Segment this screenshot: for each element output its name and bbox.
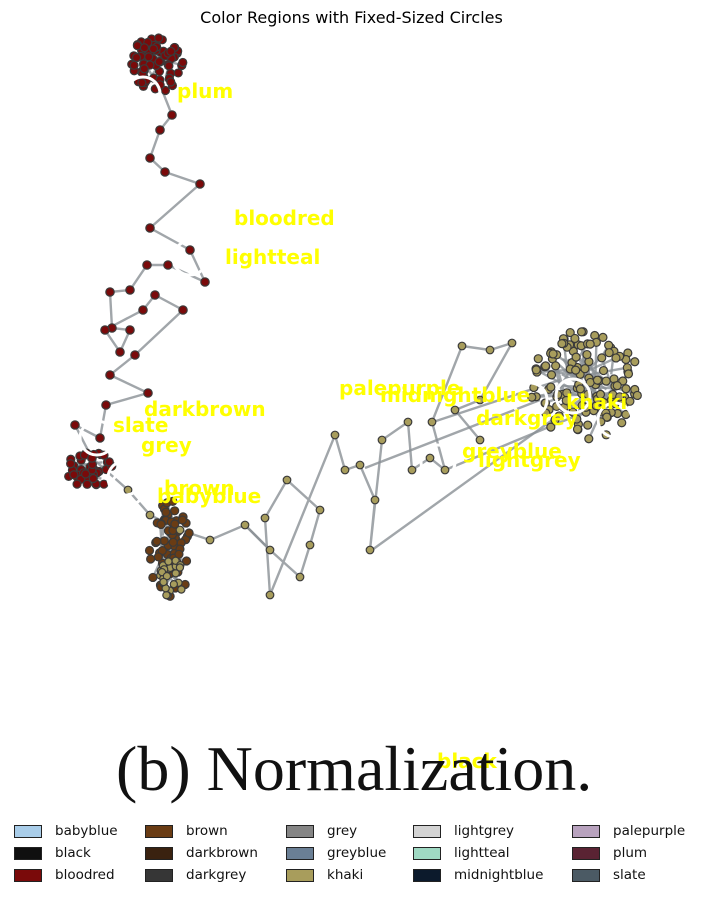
legend-swatch: [413, 846, 441, 860]
legend-label: lightteal: [454, 845, 510, 861]
legend-item-lightteal: lightteal: [413, 844, 572, 862]
legend-item-babyblue: babyblue: [14, 822, 145, 840]
region-circle-midnightblue: [511, 381, 549, 419]
region-label-lightgrey: lightgrey: [478, 448, 581, 472]
legend-swatch: [572, 824, 600, 838]
legend-swatch: [286, 868, 314, 882]
graph-nodes: [64, 33, 642, 601]
legend-label: black: [55, 845, 91, 861]
region-circle-slate: [78, 419, 116, 457]
region-label-grey: grey: [141, 433, 192, 457]
legend-item-palepurple: palepurple: [572, 822, 692, 840]
legend-swatch: [572, 846, 600, 860]
legend-label: darkbrown: [186, 845, 258, 861]
region-circle-darkgrey: [596, 401, 634, 439]
legend-item-darkgrey: darkgrey: [145, 866, 286, 884]
graph-edges: [70, 37, 636, 596]
legend-swatch: [145, 846, 173, 860]
legend-item-darkbrown: darkbrown: [145, 844, 286, 862]
legend-swatch: [286, 846, 314, 860]
legend-label: brown: [186, 823, 228, 839]
figure-caption: (b) Normalization.: [116, 733, 592, 804]
legend-swatch: [14, 868, 42, 882]
legend-item-lightgrey: lightgrey: [413, 822, 572, 840]
legend-label: plum: [613, 845, 648, 861]
legend: babyblue brown grey lightgrey palepurple blac…: [14, 822, 694, 884]
region-label-babyblue: babyblue: [157, 484, 261, 508]
legend-item-greyblue: greyblue: [286, 844, 413, 862]
network-figure: plumbloodredlighttealdarkbrownslategreyb…: [64, 33, 642, 804]
legend-label: slate: [613, 867, 646, 883]
legend-label: grey: [327, 823, 358, 839]
region-circle-brown: [106, 459, 144, 497]
region-label-khaki: khaki: [566, 390, 627, 414]
legend-swatch: [413, 868, 441, 882]
legend-item-plum: plum: [572, 844, 692, 862]
region-label-slate: slate: [113, 413, 168, 437]
region-label-darkgrey: darkgrey: [476, 406, 578, 430]
legend-label: khaki: [327, 867, 364, 883]
region-circles: [78, 75, 634, 781]
legend-label: midnightblue: [454, 867, 544, 883]
region-circle-lightteal: [171, 239, 209, 277]
legend-swatch: [413, 824, 441, 838]
region-circle-greyblue: [419, 443, 457, 481]
region-label-black: black: [437, 749, 498, 773]
region-label-brown: brown: [164, 476, 235, 500]
legend-item-brown: brown: [145, 822, 286, 840]
region-label-greyblue: greyblue: [462, 439, 562, 463]
region-circle-plum: [124, 75, 162, 113]
legend-label: babyblue: [55, 823, 118, 839]
legend-swatch: [14, 846, 42, 860]
legend-swatch: [14, 824, 42, 838]
region-circle-khaki: [554, 377, 592, 415]
region-circle-black: [383, 743, 421, 781]
legend-swatch: [145, 868, 173, 882]
figure-title: Color Regions with Fixed-Sized Circles: [200, 8, 503, 27]
legend-swatch: [286, 824, 314, 838]
legend-label: palepurple: [613, 823, 686, 839]
legend-label: bloodred: [55, 867, 115, 883]
legend-swatch: [145, 824, 173, 838]
legend-item-bloodred: bloodred: [14, 866, 145, 884]
region-label-midnightblue: midnightblue: [380, 383, 530, 407]
legend-label: darkgrey: [186, 867, 247, 883]
legend-swatch: [572, 868, 600, 882]
legend-item-slate: slate: [572, 866, 692, 884]
legend-item-midnightblue: midnightblue: [413, 866, 572, 884]
legend-item-khaki: khaki: [286, 866, 413, 884]
region-labels: plumbloodredlighttealdarkbrownslategreyb…: [113, 79, 627, 773]
region-label-bloodred: bloodred: [234, 206, 335, 230]
legend-item-grey: grey: [286, 822, 413, 840]
region-label-plum: plum: [177, 79, 233, 103]
region-label-palepurple: palepurple: [339, 376, 460, 400]
legend-label: lightgrey: [454, 823, 515, 839]
legend-item-black: black: [14, 844, 145, 862]
region-label-darkbrown: darkbrown: [144, 397, 266, 421]
region-label-lightteal: lightteal: [225, 245, 320, 269]
legend-label: greyblue: [327, 845, 387, 861]
